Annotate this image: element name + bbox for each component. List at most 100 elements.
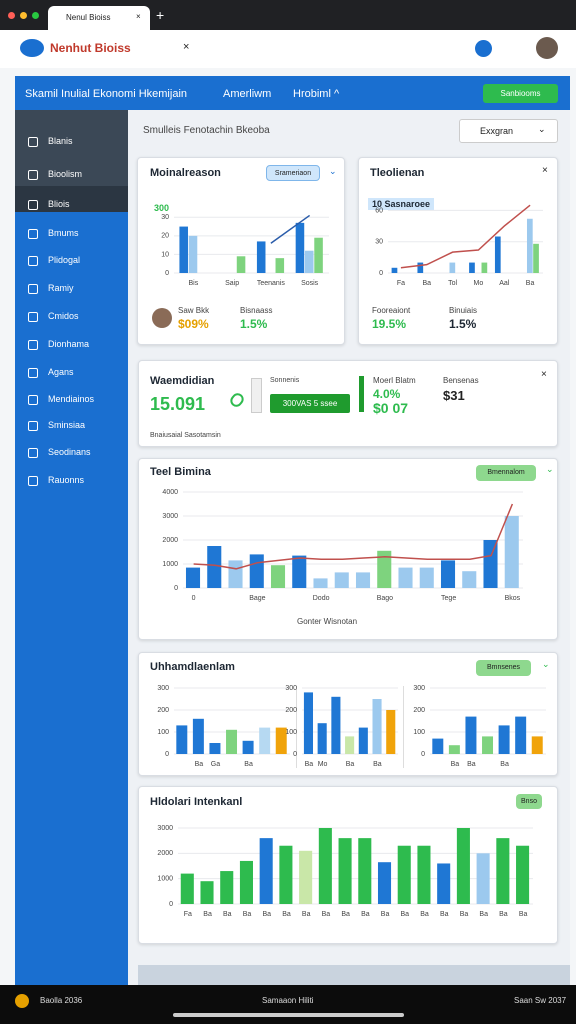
line <box>400 204 531 269</box>
x-tick-label: Tol <box>448 280 457 287</box>
nav-link[interactable]: Hrobiml ^ <box>293 88 340 100</box>
sidebar-item[interactable]: Bioolism <box>48 169 83 179</box>
badge[interactable]: Bmnsenes <box>476 660 531 676</box>
close[interactable]: × <box>542 165 548 176</box>
action-button[interactable]: 300VAS 5 ssee <box>270 394 350 413</box>
y-tick-label: 10 <box>161 251 169 258</box>
nav-link[interactable]: Amerliwm <box>223 88 272 100</box>
card-title: Teel Bimina <box>150 466 211 478</box>
bar <box>314 237 323 273</box>
y-tick-label: 100 <box>157 729 169 736</box>
bar <box>313 578 328 588</box>
bar <box>228 560 243 588</box>
y-tick-label: 300 <box>285 685 297 692</box>
bar <box>432 738 444 754</box>
x-tick-label: 0 <box>192 595 196 602</box>
line <box>270 214 311 244</box>
x-tick-label: Dodo <box>313 595 330 602</box>
sidebar-item[interactable]: Plidogal <box>48 255 81 265</box>
stat-value: 19.5% <box>372 317 407 331</box>
stat-label: Saw Bkk <box>178 306 210 315</box>
y-tick-label: 0 <box>293 751 297 758</box>
y-tick-label: 60 <box>375 207 383 214</box>
x-tick-label: Fa <box>184 911 192 918</box>
bar <box>417 845 431 904</box>
bar <box>358 727 368 754</box>
sidebar-item[interactable]: Bmums <box>48 228 79 238</box>
bar <box>259 727 271 754</box>
y-tick-label: 1000 <box>162 561 178 568</box>
x-tick-label: Saip <box>225 280 239 287</box>
bar <box>496 838 510 904</box>
metric-value: 4.0% <box>373 387 401 401</box>
sidebar-item[interactable]: Mendiainos <box>48 394 95 404</box>
sidebar-item[interactable]: Dionhama <box>48 339 90 349</box>
browser-tab[interactable]: Nenul Bioiss × <box>48 6 150 30</box>
close[interactable]: × <box>541 369 547 380</box>
bar <box>531 736 543 754</box>
bar <box>391 267 398 273</box>
small-label: Sonnenis <box>270 377 300 384</box>
x-tick-label: Ga <box>211 761 220 768</box>
x-tick-label: Bis <box>189 280 199 287</box>
x-tick-label: Ba <box>460 911 469 918</box>
bar <box>419 567 434 588</box>
bar <box>355 572 371 588</box>
badge[interactable]: Bnso <box>516 794 542 809</box>
y-tick-label: 0 <box>174 585 178 592</box>
header-button[interactable]: Sanbiooms <box>483 84 558 103</box>
bar <box>456 828 470 904</box>
y-tick-label: 3000 <box>162 513 178 520</box>
x-tick-label: Ba <box>243 911 252 918</box>
stat-label: Fooreaiont <box>372 306 411 315</box>
y-tick-label: 200 <box>413 707 425 714</box>
dropdown[interactable]: Exxgran ⌄ <box>459 119 558 143</box>
card-title: Uhhamdlaenlam <box>150 661 235 673</box>
card-title: Hldolari Intenkanl <box>150 796 243 808</box>
x-tick-label: Ba <box>440 911 449 918</box>
y-tick-label: 1000 <box>157 876 173 883</box>
x-tick-label: Ba <box>195 761 204 768</box>
x-tick-label: Ba <box>519 911 528 918</box>
bar <box>482 736 494 754</box>
sidebar-item[interactable]: Seodinans <box>48 447 91 457</box>
sidebar-item[interactable]: Rauonns <box>48 475 85 485</box>
stat-value: 1.5% <box>449 317 477 331</box>
bar <box>292 555 307 588</box>
bar <box>386 710 396 754</box>
x-tick-label: Ba <box>467 761 476 768</box>
bar <box>526 218 533 273</box>
bar <box>469 262 475 273</box>
x-tick-label: Bkos <box>505 595 521 602</box>
x-tick-label: Ba <box>282 911 291 918</box>
x-tick-label: Ba <box>526 280 535 287</box>
badge[interactable]: Bmennalom <box>476 465 536 481</box>
sidebar-item[interactable]: Sminsiaa <box>48 420 86 430</box>
app-title: Skamil Inulial Ekonomi Hkemijain <box>25 88 188 100</box>
x-tick-label: Ba <box>302 911 311 918</box>
sidebar-item[interactable]: Bliois <box>48 199 70 209</box>
bar <box>481 262 488 273</box>
bar <box>358 838 372 904</box>
sidebar-item[interactable]: Blanis <box>48 136 73 146</box>
taskbar-right: Saan Sw 2037 <box>514 996 567 1005</box>
x-tick-label: Ba <box>341 911 350 918</box>
bar <box>200 881 214 904</box>
bar <box>516 845 530 904</box>
sidebar-item[interactable]: Agans <box>48 367 74 377</box>
bar <box>192 718 204 754</box>
y-tick-label: 0 <box>165 751 169 758</box>
bar <box>397 845 411 904</box>
bar <box>448 745 460 754</box>
y-tick-label: 30 <box>375 239 383 246</box>
badge[interactable]: Srameriaon <box>266 165 320 181</box>
sidebar-item[interactable]: Ramiy <box>48 283 74 293</box>
stat-label: Binuiais <box>449 306 478 315</box>
y-tick-label: 100 <box>413 729 425 736</box>
taskbar: Baolla 2036 Samaaon Hiliti Saan Sw 2037 <box>0 985 576 1024</box>
bar <box>338 838 352 904</box>
x-tick-label: Ba <box>381 911 390 918</box>
sidebar-item[interactable]: Cmidos <box>48 311 79 321</box>
x-tick-label: Ba <box>244 761 253 768</box>
